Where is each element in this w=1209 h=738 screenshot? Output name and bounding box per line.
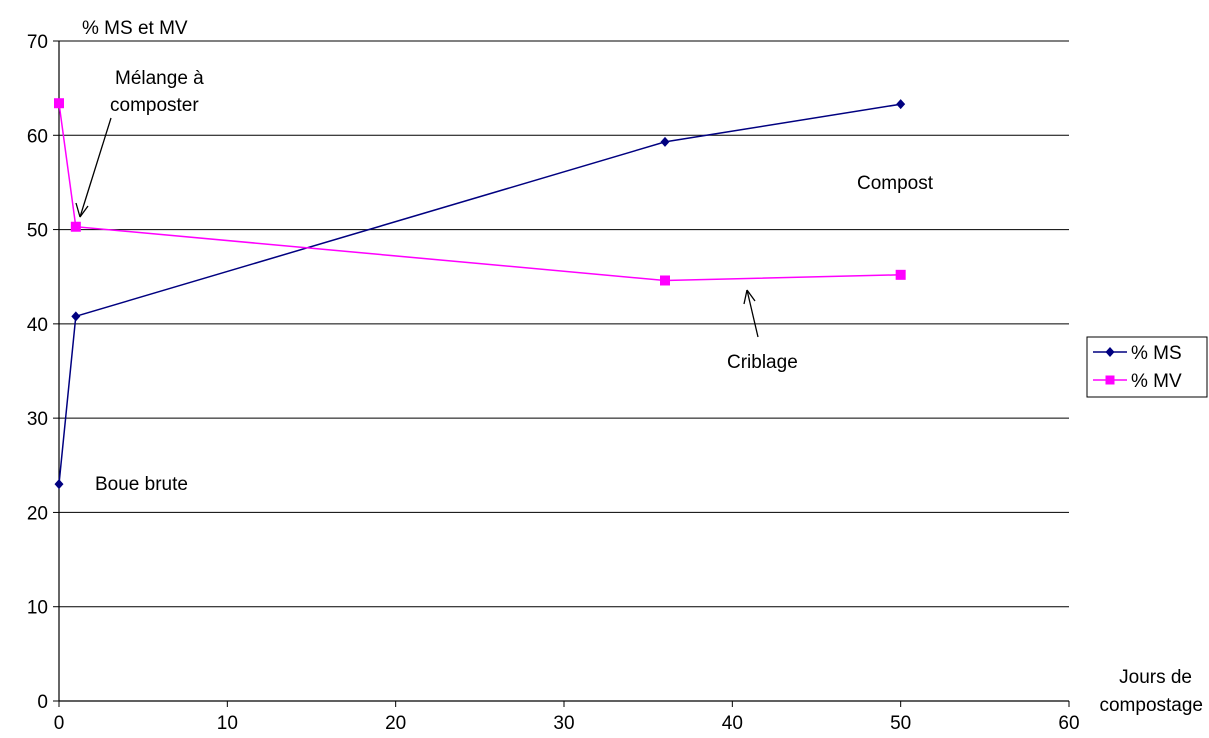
y-tick-label-40: 40 <box>27 315 48 336</box>
annotation-arrow-melange <box>79 117 112 218</box>
series-line-1 <box>58 103 901 282</box>
y-tick-label-50: 50 <box>27 221 48 242</box>
series-1-point-0 <box>54 98 64 109</box>
legend-marker-mv <box>1105 375 1115 385</box>
annotation-criblage: Criblage <box>727 352 798 373</box>
series-1-point-3 <box>895 269 906 280</box>
x-tick-label-10: 10 <box>217 713 238 734</box>
annotations: Mélange à composter Compost Criblage Bou… <box>75 68 934 495</box>
series-1-point-1 <box>70 221 81 232</box>
x-tick-label-20: 20 <box>385 713 406 734</box>
annotation-melange-line-2: composter <box>110 95 199 116</box>
y-tick-label-10: 10 <box>27 598 48 619</box>
series-1-point-2 <box>660 275 670 286</box>
annotation-boue-brute: Boue brute <box>95 474 188 495</box>
x-axis-title-line-2: compostage <box>1099 695 1203 716</box>
legend-box <box>1086 336 1208 398</box>
legend-label-mv: % MV <box>1131 371 1182 392</box>
x-tick-label-30: 30 <box>553 713 574 734</box>
annotation-melange-line-1: Mélange à <box>115 68 204 89</box>
x-tick-label-60: 60 <box>1058 713 1079 734</box>
x-axis-title-line-1: Jours de <box>1119 667 1192 688</box>
series-ms <box>54 99 906 490</box>
legend-marker-ms <box>1105 347 1115 357</box>
x-tick-label-0: 0 <box>54 713 65 734</box>
annotation-compost: Compost <box>857 173 934 194</box>
y-tick-label-0: 0 <box>37 692 48 713</box>
axes <box>53 40 1070 707</box>
annotation-arrowhead-melange <box>75 202 89 218</box>
grid-lines <box>59 40 1069 608</box>
series-0-point-2 <box>660 136 670 147</box>
y-tick-label-60: 60 <box>27 126 48 147</box>
y-tick-label-30: 30 <box>27 409 48 430</box>
legend: % MS % MV <box>1086 336 1208 398</box>
series <box>54 98 906 490</box>
series-0-point-0 <box>54 479 64 490</box>
series-line-0 <box>58 103 901 485</box>
legend-label-ms: % MS <box>1131 343 1182 364</box>
y-tick-label-70: 70 <box>27 32 48 53</box>
tick-labels: 0 10 20 30 40 50 60 70 0 10 20 30 40 50 60 <box>27 32 1080 734</box>
annotation-arrow-criblage <box>746 289 759 338</box>
y-axis-title: % MS et MV <box>82 18 188 39</box>
series-mv <box>54 98 906 286</box>
x-tick-label-40: 40 <box>722 713 743 734</box>
series-0-point-1 <box>71 311 81 322</box>
annotation-arrowhead-criblage <box>743 289 756 305</box>
y-tick-label-20: 20 <box>27 503 48 524</box>
x-tick-label-50: 50 <box>890 713 911 734</box>
series-0-point-3 <box>896 99 906 110</box>
